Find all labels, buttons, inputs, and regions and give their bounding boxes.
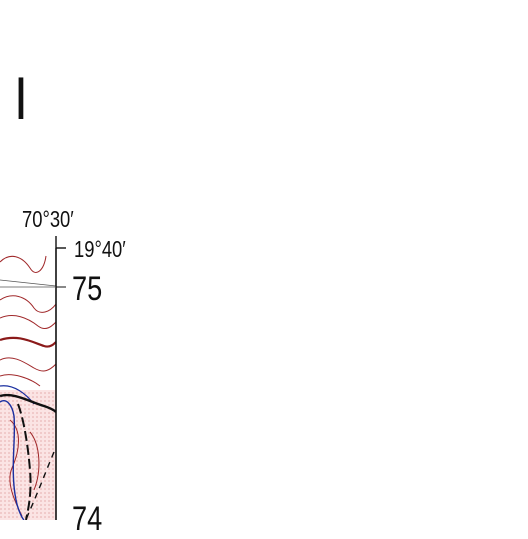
stream [0, 400, 25, 520]
contour-line [0, 279, 56, 287]
contour-line [9, 419, 23, 517]
latitude-label: 19°40′ [74, 236, 126, 262]
sheet-number: 4 I [0, 65, 30, 132]
grid-northing-75: 75 [72, 270, 103, 308]
longitude-label: 70°30′ [22, 206, 74, 232]
contour-line [0, 295, 56, 313]
contour-line [0, 255, 47, 273]
contour-index-line [0, 336, 56, 348]
settlement-area [0, 390, 56, 520]
track [25, 451, 55, 520]
contour-line [0, 315, 56, 329]
map-sheet: 4 I 70°30′ 19°40′ 75 74 [0, 65, 126, 538]
road [0, 393, 56, 413]
contour-line [0, 374, 41, 387]
contour-line [29, 431, 40, 491]
map-graphic [0, 236, 66, 520]
road [17, 403, 32, 520]
contour-line [0, 357, 56, 372]
